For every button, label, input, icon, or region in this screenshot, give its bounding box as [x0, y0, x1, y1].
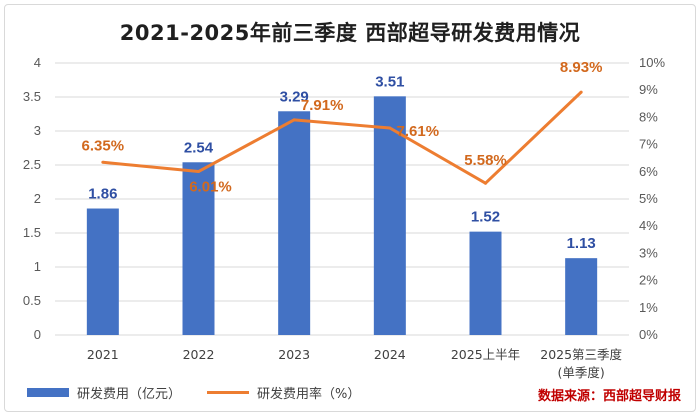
- y2-tick-label: 7%: [639, 137, 658, 152]
- bar: [86, 208, 119, 335]
- x-tick-label: 2023: [278, 347, 310, 362]
- y-tick-label: 3.5: [23, 89, 41, 104]
- bar-data-label: 3.29: [280, 88, 309, 105]
- bar: [373, 96, 406, 335]
- x-tick-label: 2022: [183, 347, 215, 362]
- rate-point: [292, 118, 296, 122]
- bar: [469, 231, 502, 335]
- bar-data-label: 1.13: [567, 235, 596, 252]
- y2-tick-label: 9%: [639, 82, 658, 97]
- rate-data-label: 5.58%: [464, 152, 507, 169]
- y2-tick-label: 0%: [639, 327, 658, 342]
- x-tick-sublabel: (单季度): [558, 365, 605, 380]
- y2-tick-label: 2%: [639, 273, 658, 288]
- bar: [565, 258, 598, 335]
- y2-tick-label: 4%: [639, 218, 658, 233]
- bar: [182, 162, 215, 335]
- y2-tick-label: 8%: [639, 109, 658, 124]
- y2-tick-label: 6%: [639, 164, 658, 179]
- y-tick-label: 0.5: [23, 293, 41, 308]
- y-tick-label: 1: [34, 259, 41, 274]
- y-tick-label: 0: [34, 327, 41, 342]
- legend-label-line: 研发费用率（%）: [257, 387, 361, 402]
- chart-title: 2021-2025年前三季度 西部超导研发费用情况: [119, 21, 581, 45]
- rate-line: [102, 91, 583, 185]
- rate-point: [197, 170, 200, 174]
- bar: [278, 111, 311, 335]
- rate-point: [101, 160, 105, 164]
- x-tick-label: 2021: [87, 347, 119, 362]
- y-tick-label: 2.5: [23, 157, 41, 172]
- x-tick-label: 2024: [374, 347, 406, 362]
- x-tick-label: 2025第三季度: [540, 347, 622, 362]
- x-tick-label: 2025上半年: [451, 347, 520, 362]
- rate-data-label: 7.61%: [397, 123, 440, 140]
- rate-data-label: 6.35%: [82, 137, 125, 154]
- legend: 研发费用（亿元） 研发费用率（%）: [27, 383, 386, 402]
- rate-data-label: 7.91%: [301, 97, 344, 114]
- rate-point: [388, 126, 392, 130]
- rate-point: [579, 90, 583, 94]
- bar-data-label: 2.54: [184, 139, 214, 156]
- bar-data-label: 1.52: [471, 209, 500, 226]
- y2-tick-label: 5%: [639, 191, 658, 206]
- rate-point: [484, 181, 487, 185]
- y2-tick-label: 3%: [639, 245, 658, 260]
- y2-tick-label: 10%: [639, 55, 665, 70]
- bar-data-label: 1.86: [88, 186, 117, 203]
- y-tick-label: 3: [34, 123, 41, 138]
- y2-tick-label: 1%: [639, 300, 658, 315]
- data-source: 数据来源：西部超导财报: [537, 389, 681, 404]
- legend-item-line: 研发费用率（%）: [207, 383, 360, 402]
- y-tick-label: 4: [34, 55, 41, 70]
- y-tick-label: 2: [34, 191, 41, 206]
- legend-label-bar: 研发费用（亿元）: [77, 387, 182, 402]
- bar-data-label: 3.51: [375, 73, 404, 90]
- combo-chart: 00.511.522.533.540%1%2%3%4%5%6%7%8%9%10%…: [23, 55, 666, 380]
- chart-frame: 2021-2025年前三季度 西部超导研发费用情况 0 0.5 1 1.5 2 2.5 3 3…: [4, 4, 696, 412]
- rate-data-label: 8.93%: [560, 59, 603, 76]
- rate-data-label: 6.01%: [189, 179, 232, 196]
- legend-swatch-bar: [27, 388, 69, 397]
- y-tick-label: 1.5: [23, 225, 41, 240]
- legend-item-bar: 研发费用（亿元）: [27, 383, 181, 402]
- legend-swatch-line: [207, 391, 250, 394]
